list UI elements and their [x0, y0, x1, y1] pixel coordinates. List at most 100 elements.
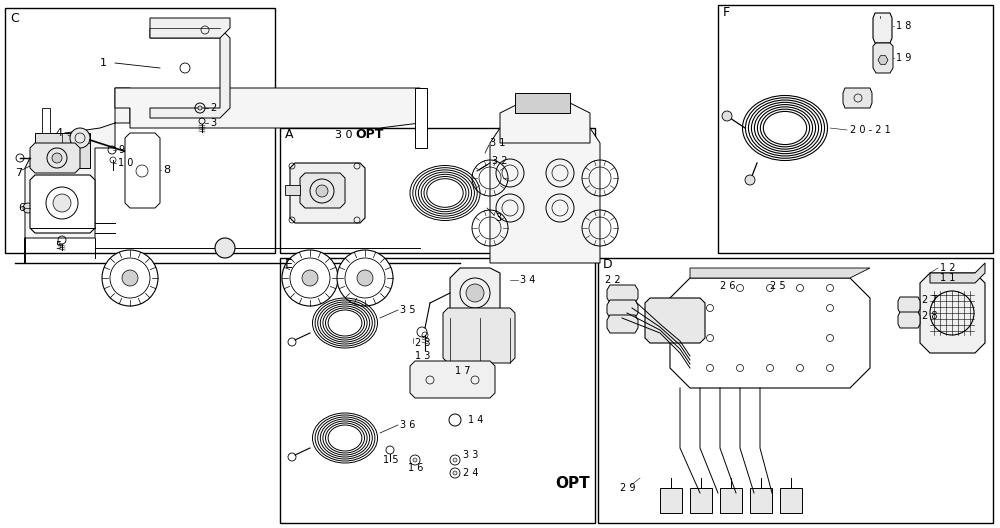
Text: 1 8: 1 8	[896, 21, 911, 31]
Circle shape	[413, 458, 417, 462]
Text: OPT: OPT	[555, 476, 590, 491]
Polygon shape	[660, 488, 682, 513]
Circle shape	[722, 111, 732, 121]
Bar	[280, 128, 595, 253]
Text: A: A	[285, 128, 294, 142]
Text: 2 9: 2 9	[620, 483, 636, 493]
Text: 3 2: 3 2	[492, 156, 508, 166]
Circle shape	[102, 250, 158, 306]
Text: 2 8: 2 8	[922, 311, 938, 321]
Text: 3 1: 3 1	[490, 138, 505, 148]
Polygon shape	[750, 488, 772, 513]
Circle shape	[357, 270, 373, 286]
Bar	[285, 185, 300, 195]
Text: E: E	[285, 259, 293, 271]
Polygon shape	[878, 55, 888, 64]
Text: C: C	[10, 12, 19, 24]
Bar	[35, 133, 90, 168]
Bar	[515, 93, 570, 113]
Circle shape	[316, 185, 328, 197]
Text: F: F	[723, 5, 730, 18]
Polygon shape	[873, 13, 892, 43]
Text: 1 2: 1 2	[940, 263, 956, 273]
Text: 1 6: 1 6	[408, 463, 423, 473]
Polygon shape	[898, 297, 920, 313]
Text: 3: 3	[210, 118, 216, 128]
Bar	[5, 8, 275, 253]
Circle shape	[453, 458, 457, 462]
Text: 2 7: 2 7	[922, 295, 938, 305]
Text: D: D	[603, 259, 613, 271]
Text: 2 5: 2 5	[770, 281, 786, 291]
Circle shape	[282, 250, 338, 306]
Text: 1 4: 1 4	[468, 415, 483, 425]
Text: 3: 3	[495, 213, 501, 223]
Polygon shape	[30, 175, 95, 233]
Polygon shape	[690, 488, 712, 513]
Text: 2 6: 2 6	[720, 281, 736, 291]
Polygon shape	[443, 308, 515, 363]
Text: OPT: OPT	[355, 128, 383, 142]
Text: 1 0: 1 0	[118, 158, 133, 168]
Bar	[718, 5, 993, 253]
Circle shape	[122, 270, 138, 286]
Circle shape	[215, 238, 235, 258]
Polygon shape	[490, 113, 600, 263]
Polygon shape	[930, 263, 985, 283]
Polygon shape	[607, 285, 638, 303]
Text: 1 5: 1 5	[383, 455, 398, 465]
Text: 5: 5	[55, 241, 61, 251]
Polygon shape	[920, 273, 985, 353]
Circle shape	[70, 128, 90, 148]
Text: 1 3: 1 3	[415, 351, 430, 361]
Circle shape	[466, 284, 484, 302]
Polygon shape	[873, 43, 893, 73]
Circle shape	[53, 194, 71, 212]
Polygon shape	[125, 133, 160, 208]
Circle shape	[745, 175, 755, 185]
Polygon shape	[25, 88, 130, 263]
Polygon shape	[410, 361, 495, 398]
Text: 3 3: 3 3	[463, 450, 478, 460]
Circle shape	[337, 250, 393, 306]
Polygon shape	[500, 98, 590, 143]
Text: 2: 2	[210, 103, 216, 113]
Text: 6: 6	[18, 203, 25, 213]
Text: 4: 4	[55, 128, 62, 138]
Text: 3 0: 3 0	[335, 130, 352, 140]
Polygon shape	[843, 88, 872, 108]
Polygon shape	[30, 143, 80, 173]
Polygon shape	[670, 278, 870, 388]
Polygon shape	[898, 312, 920, 328]
Bar	[42, 108, 50, 133]
Text: 2 0 - 2 1: 2 0 - 2 1	[850, 125, 891, 135]
Text: 3 5: 3 5	[400, 305, 416, 315]
Polygon shape	[780, 488, 802, 513]
Polygon shape	[150, 18, 230, 38]
Circle shape	[453, 471, 457, 475]
Text: 8: 8	[163, 165, 170, 175]
Polygon shape	[115, 88, 420, 128]
Circle shape	[23, 203, 33, 213]
Circle shape	[52, 153, 62, 163]
Circle shape	[302, 270, 318, 286]
Text: 3 6: 3 6	[400, 420, 415, 430]
Polygon shape	[300, 173, 345, 208]
Text: 9: 9	[118, 145, 124, 155]
Text: 2 2: 2 2	[605, 275, 621, 285]
Polygon shape	[690, 268, 870, 278]
Bar	[598, 258, 993, 523]
Polygon shape	[607, 315, 638, 333]
Polygon shape	[290, 163, 365, 223]
Text: 2 4: 2 4	[463, 468, 479, 478]
Polygon shape	[607, 300, 638, 318]
Polygon shape	[450, 268, 500, 318]
Text: 1 1: 1 1	[940, 273, 955, 283]
Text: 7: 7	[15, 168, 22, 178]
Text: 1 9: 1 9	[896, 53, 911, 63]
Polygon shape	[645, 298, 705, 343]
Bar	[415, 88, 427, 148]
Circle shape	[198, 106, 202, 110]
Polygon shape	[150, 28, 230, 118]
Text: 3 4: 3 4	[520, 275, 535, 285]
